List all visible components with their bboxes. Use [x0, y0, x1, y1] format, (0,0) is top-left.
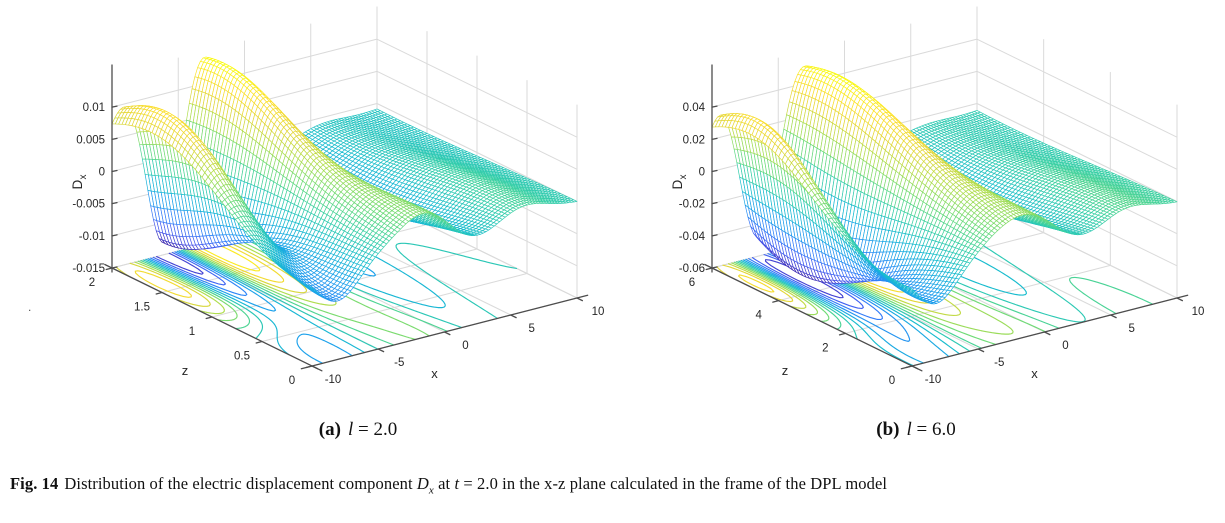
subcaption-b-value: = 6.0 — [916, 419, 956, 440]
dx-subscript: x — [428, 484, 434, 497]
surface-plot-b — [606, 2, 1218, 414]
figure-caption-text3: = 2.0 in the x-z plane calculated in the… — [459, 474, 888, 493]
figure-caption-text1: Distribution of the electric displacemen… — [64, 474, 417, 493]
subcaption-a-variable: l — [347, 419, 354, 440]
subcaption-b-label: (b) — [876, 419, 900, 440]
figure-caption-label: Fig. 14 — [10, 474, 59, 493]
subcaption-a-value: = 2.0 — [357, 419, 398, 440]
stray-mark: . — [28, 300, 32, 314]
figure-caption: Fig. 14 Distribution of the electric disp… — [10, 474, 1215, 496]
dx-symbol: D — [416, 474, 429, 493]
subcaption-b-variable: l — [906, 419, 912, 440]
subcaption-a: (a) l = 2.0 — [233, 419, 483, 441]
subcaption-b: (b) l = 6.0 — [791, 419, 1041, 441]
t-symbol: t — [454, 474, 460, 493]
surface-plot-a — [6, 2, 618, 414]
subcaption-a-label: (a) — [318, 419, 341, 440]
figure-caption-text2: at — [433, 474, 455, 493]
